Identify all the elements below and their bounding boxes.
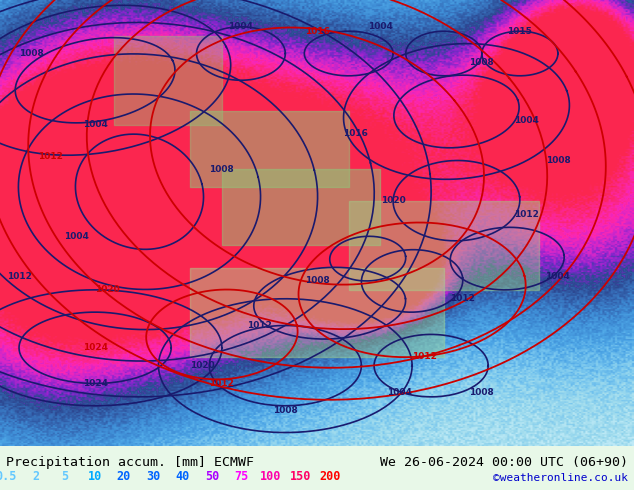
Text: 1024: 1024 bbox=[82, 343, 108, 352]
Text: 1004: 1004 bbox=[545, 272, 571, 281]
Text: 0.5: 0.5 bbox=[0, 470, 17, 483]
Text: 1015: 1015 bbox=[507, 27, 533, 36]
Text: 10: 10 bbox=[87, 470, 101, 483]
Text: 1020: 1020 bbox=[190, 361, 216, 370]
Text: 1020: 1020 bbox=[95, 285, 120, 294]
Text: 1004: 1004 bbox=[63, 232, 89, 241]
Text: 1012: 1012 bbox=[38, 151, 63, 161]
Text: 1012: 1012 bbox=[450, 294, 476, 303]
Text: ©weatheronline.co.uk: ©weatheronline.co.uk bbox=[493, 473, 628, 483]
Text: 1016: 1016 bbox=[304, 27, 330, 36]
Text: 75: 75 bbox=[235, 470, 249, 483]
Text: 1016: 1016 bbox=[342, 129, 368, 138]
Text: 1008: 1008 bbox=[545, 156, 571, 165]
Text: 1008: 1008 bbox=[304, 276, 330, 285]
Text: 1008: 1008 bbox=[19, 49, 44, 58]
Text: 1008: 1008 bbox=[209, 165, 235, 174]
Text: 1008: 1008 bbox=[469, 388, 495, 397]
Text: Precipitation accum. [mm] ECMWF: Precipitation accum. [mm] ECMWF bbox=[6, 456, 254, 468]
Text: 1024: 1024 bbox=[82, 379, 108, 388]
Text: 1020: 1020 bbox=[380, 196, 406, 205]
Text: 20: 20 bbox=[117, 470, 131, 483]
Text: We 26-06-2024 00:00 UTC (06+90): We 26-06-2024 00:00 UTC (06+90) bbox=[380, 456, 628, 468]
Text: 1008: 1008 bbox=[469, 58, 495, 67]
Text: 5: 5 bbox=[61, 470, 68, 483]
Text: 30: 30 bbox=[146, 470, 160, 483]
Text: 1012: 1012 bbox=[514, 210, 539, 219]
Text: 1004: 1004 bbox=[387, 388, 412, 397]
Text: 1004: 1004 bbox=[514, 116, 539, 125]
Text: 1012: 1012 bbox=[412, 352, 437, 361]
Text: 1004: 1004 bbox=[228, 22, 254, 31]
Text: 1012: 1012 bbox=[209, 379, 235, 388]
Text: 2: 2 bbox=[32, 470, 39, 483]
Text: 40: 40 bbox=[176, 470, 190, 483]
Text: 1012: 1012 bbox=[6, 272, 32, 281]
Text: 1008: 1008 bbox=[273, 406, 298, 415]
Text: 1004: 1004 bbox=[368, 22, 393, 31]
Text: 200: 200 bbox=[319, 470, 340, 483]
Text: 1012: 1012 bbox=[247, 321, 273, 330]
Text: 100: 100 bbox=[260, 470, 281, 483]
Text: 1004: 1004 bbox=[82, 121, 108, 129]
Text: 50: 50 bbox=[205, 470, 219, 483]
Text: 150: 150 bbox=[290, 470, 311, 483]
